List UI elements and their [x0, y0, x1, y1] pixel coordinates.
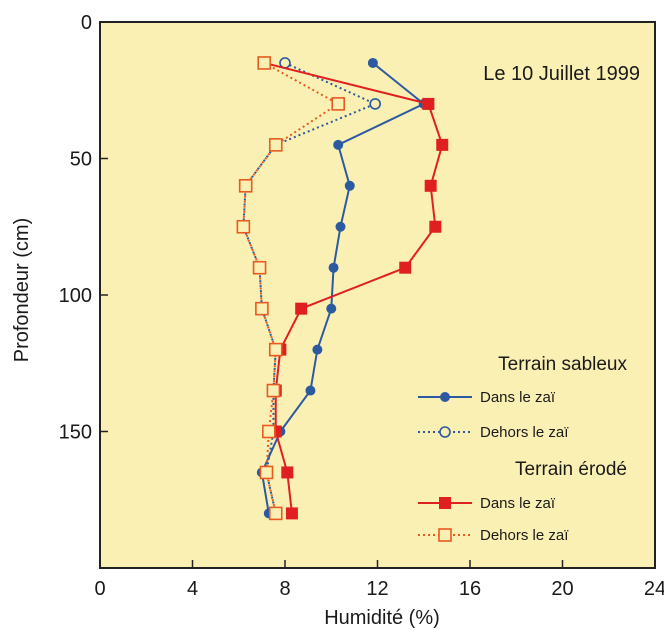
legend-marker-open-square: [438, 528, 452, 542]
data-point: [259, 465, 274, 480]
y-tick-label: 150: [59, 422, 92, 444]
data-point: [367, 57, 378, 68]
x-tick-label: 0: [94, 578, 105, 600]
data-point: [424, 179, 437, 192]
legend-label: Dans le zaï: [480, 389, 556, 406]
x-tick-label: 24: [644, 578, 664, 600]
data-point: [262, 424, 276, 439]
data-point: [312, 344, 323, 355]
data-point: [326, 303, 337, 314]
legend-marker-open-circle: [439, 426, 451, 438]
legend-marker-filled-circle: [440, 392, 450, 402]
data-point: [268, 342, 283, 357]
x-tick-label: 4: [187, 578, 198, 600]
axis-ticks: 0 4 8 12 16 20 24 0 50 100 150: [59, 12, 664, 600]
data-point: [255, 301, 269, 316]
legend-entry-erode-dans: Dans le zaï: [418, 495, 556, 512]
legend-entry-erode-dehors: Dehors le zaï: [418, 527, 569, 544]
data-point: [331, 97, 345, 111]
legend-group-title-sableux: Terrain sableux: [498, 354, 627, 375]
data-point: [252, 260, 267, 275]
data-point: [333, 139, 344, 150]
legend-entry-sableux-dehors: Dehors le zaï: [418, 424, 569, 441]
legend-marker-filled-square: [439, 497, 451, 509]
data-point: [238, 179, 253, 193]
data-point: [268, 138, 283, 152]
annotation-date: Le 10 Juillet 1999: [483, 63, 640, 85]
legend-label: Dehors le zaï: [480, 424, 569, 441]
y-axis-title: Profondeur (cm): [11, 218, 33, 363]
y-tick-label: 100: [59, 285, 92, 307]
data-point: [369, 98, 381, 110]
legend-label: Dans le zaï: [480, 495, 556, 512]
x-tick-label: 20: [551, 578, 573, 600]
plot-background: [99, 21, 656, 569]
y-tick-label: 50: [70, 149, 92, 171]
series-layer: [236, 56, 449, 521]
legend: Terrain sableux Dans le zaï Dehors le za…: [418, 354, 628, 544]
data-point: [266, 383, 281, 398]
data-point: [305, 385, 316, 396]
series-line: [242, 62, 378, 514]
x-tick-label: 12: [366, 578, 388, 600]
legend-entry-sableux-dans: Dans le zaï: [418, 389, 556, 406]
data-point: [399, 261, 412, 274]
data-point: [328, 262, 339, 273]
data-point: [285, 507, 298, 520]
legend-label: Dehors le zaï: [480, 527, 569, 544]
data-point: [429, 220, 442, 233]
x-tick-label: 16: [459, 578, 481, 600]
data-point: [344, 180, 355, 191]
x-axis-title: Humidité (%): [324, 607, 440, 629]
y-tick-label: 0: [81, 12, 92, 34]
series-line: [263, 61, 444, 514]
data-point: [281, 466, 294, 479]
series-line: [242, 62, 341, 514]
data-point: [236, 219, 251, 234]
x-tick-label: 8: [279, 578, 290, 600]
data-point: [257, 56, 271, 70]
data-point: [422, 97, 435, 110]
series-3: [236, 56, 345, 521]
legend-group-title-erode: Terrain érodé: [515, 459, 627, 480]
data-point: [295, 302, 308, 315]
data-point: [268, 506, 283, 521]
data-point: [436, 138, 449, 151]
data-point: [335, 221, 346, 232]
